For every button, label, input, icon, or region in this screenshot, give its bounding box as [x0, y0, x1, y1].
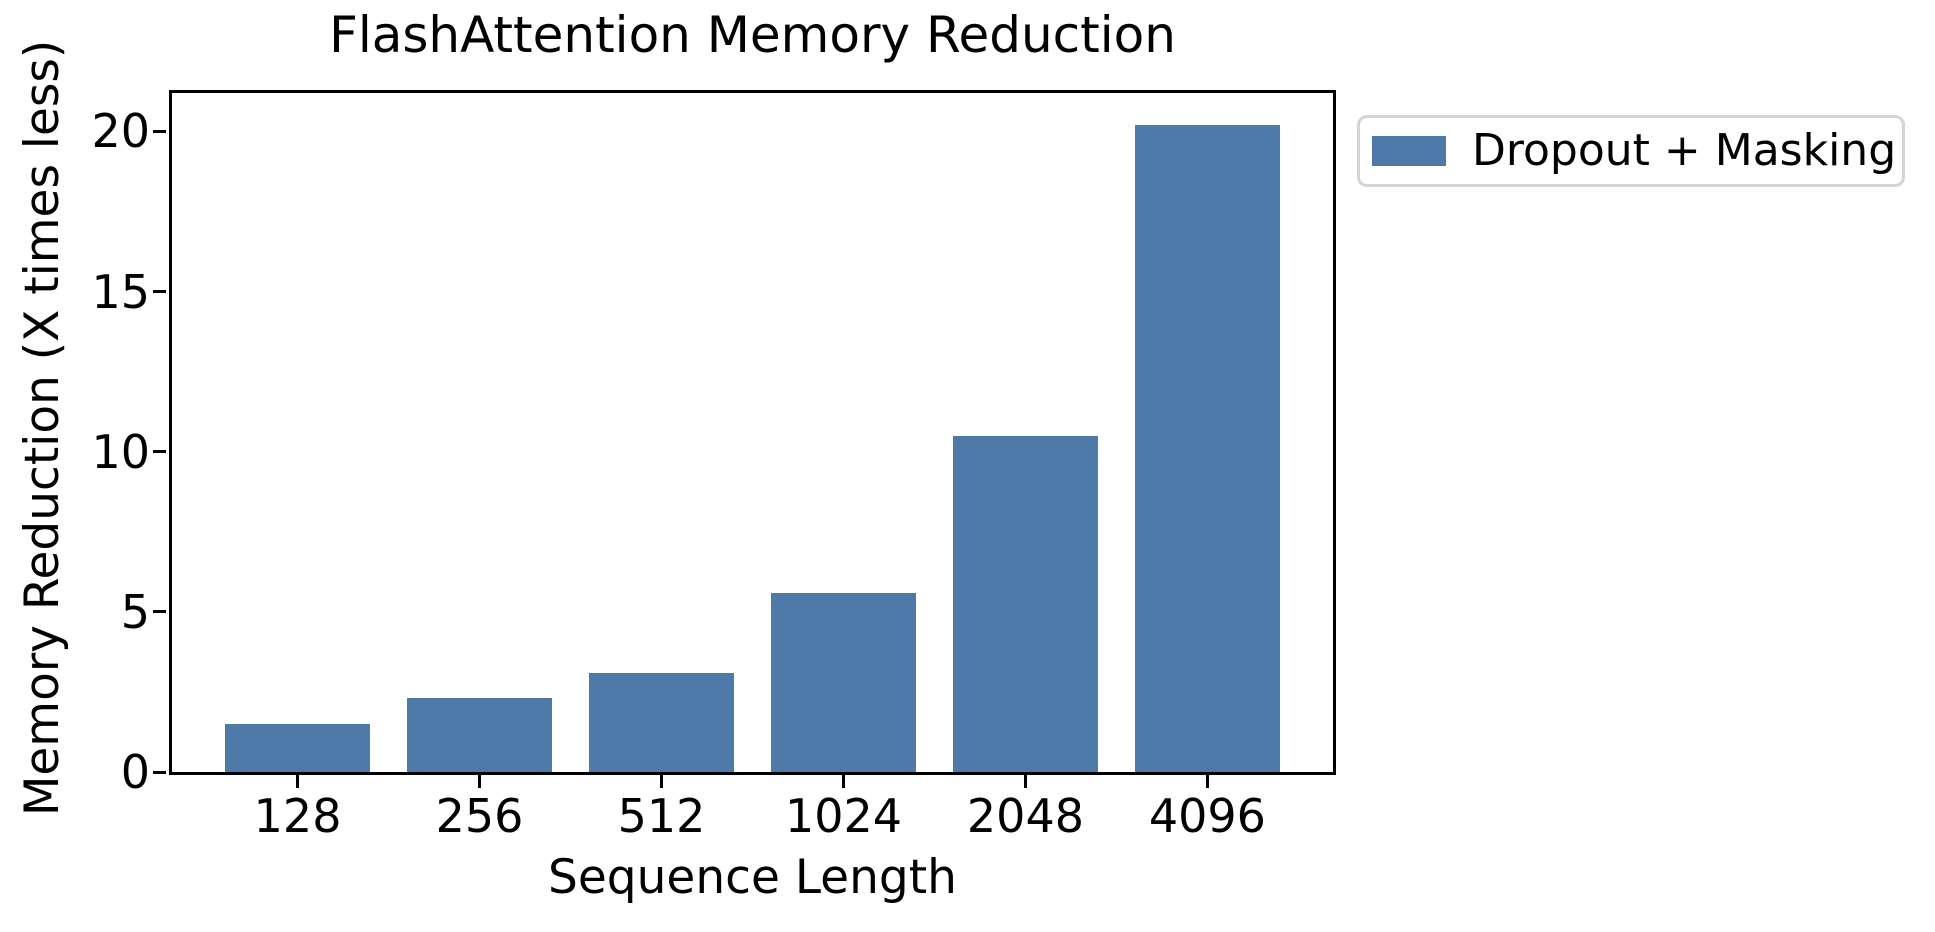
chart-title: FlashAttention Memory Reduction	[329, 6, 1176, 64]
x-tick-label-2048: 2048	[966, 789, 1084, 843]
bar-1024	[770, 592, 917, 772]
y-tick-mark	[153, 770, 166, 774]
bar-128	[224, 723, 371, 772]
x-tick-mark	[841, 775, 845, 788]
plot-area: 128 256 512 1024 2048 4096 0 5 10 15 20	[91, 90, 1336, 839]
bar-2048	[952, 435, 1099, 772]
y-tick-label-10: 10	[91, 424, 150, 479]
y-tick-label-0: 0	[120, 745, 150, 799]
legend-label: Dropout + Masking	[1472, 125, 1897, 176]
y-tick-label-5: 5	[120, 584, 150, 639]
x-tick-mark	[296, 775, 300, 788]
y-axis-label: Memory Reduction (X times less)	[15, 39, 71, 817]
x-tick-label-256: 256	[435, 789, 524, 843]
y-tick-mark	[153, 610, 166, 614]
x-tick-mark	[660, 775, 663, 788]
x-axis-label: Sequence Length	[548, 850, 957, 905]
bar-4096	[1134, 125, 1281, 772]
bar-256	[406, 698, 553, 772]
x-tick-label-128: 128	[253, 789, 342, 843]
y-tick-mark	[153, 129, 166, 133]
x-tick-label-1024: 1024	[784, 789, 903, 843]
legend-swatch	[1372, 136, 1446, 166]
y-tick-mark	[153, 450, 166, 454]
legend: Dropout + Masking	[1357, 115, 1905, 187]
x-tick-mark	[478, 775, 482, 788]
y-tick-mark	[153, 290, 166, 294]
y-tick-label-15: 15	[91, 264, 150, 319]
x-tick-label-4096: 4096	[1148, 789, 1266, 843]
y-tick-label-20: 20	[91, 104, 150, 159]
x-tick-mark	[1205, 775, 1209, 788]
x-tick-label-512: 512	[617, 789, 706, 843]
bar-512	[588, 672, 735, 772]
x-tick-mark	[1023, 775, 1027, 788]
